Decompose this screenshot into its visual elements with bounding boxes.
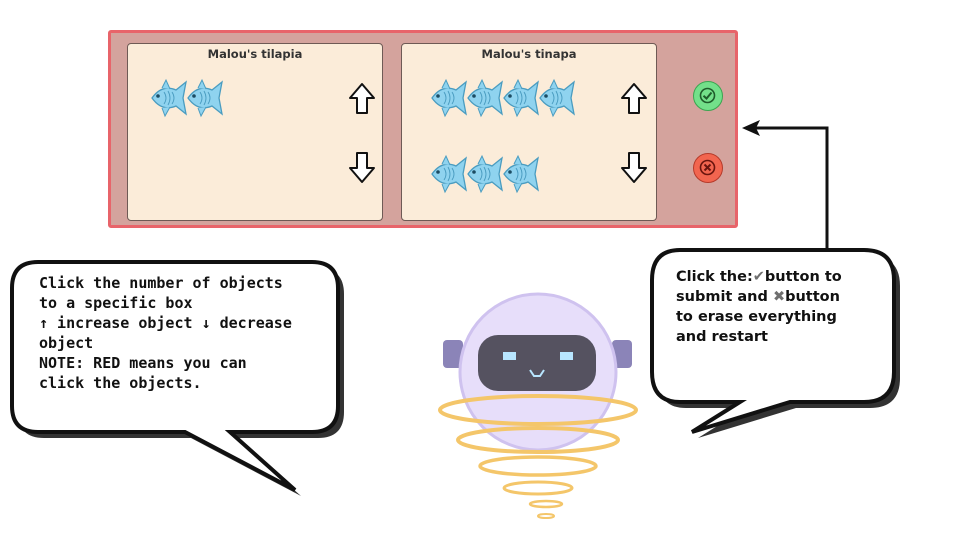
decrease-arrow-button[interactable] [620, 150, 648, 184]
box-tilapia[interactable]: Malou's tilapia [127, 43, 383, 221]
instruction-line: submit and ✖button [676, 287, 886, 307]
instruction-text: Click the: [676, 269, 753, 285]
instruction-text: button [785, 289, 840, 305]
game-panel: Malou's tilapia Malou's tinapa [108, 30, 738, 228]
instruction-line: to a specific box [39, 294, 193, 312]
fish-object[interactable] [464, 76, 504, 120]
submit-button[interactable] [693, 81, 723, 111]
box-title: Malou's tinapa [481, 47, 577, 61]
right-instructions: Click the:✔button to submit and ✖ button … [676, 267, 886, 347]
fish-object[interactable] [500, 152, 540, 196]
left-instructions: Click the number of objects to a specifi… [39, 273, 329, 393]
reset-button[interactable] [693, 153, 723, 183]
fish-object[interactable] [428, 76, 468, 120]
robot-mascot [438, 292, 638, 519]
increase-arrow-button[interactable] [348, 82, 376, 116]
down-arrow-icon [621, 152, 647, 183]
instruction-text: button to [764, 269, 842, 285]
box-title: Malou's tilapia [207, 47, 303, 61]
instruction-text: submit and [676, 289, 773, 305]
cross-icon [699, 159, 716, 176]
instruction-line: to erase everything [676, 309, 837, 325]
fish-object[interactable] [148, 76, 188, 120]
decrease-arrow-button[interactable] [348, 150, 376, 184]
instruction-line: Click the number of objects [39, 274, 283, 292]
fish-object[interactable] [536, 76, 576, 120]
connector-line [756, 126, 829, 248]
right-speech-bubble [650, 248, 896, 434]
fish-object[interactable] [184, 76, 224, 120]
box-tinapa[interactable]: Malou's tinapa [401, 43, 657, 221]
instruction-line: object [39, 334, 94, 352]
check-glyph-icon: ✔ [752, 269, 765, 285]
instruction-line: click the objects. [39, 374, 202, 392]
up-arrow-icon [349, 83, 375, 114]
instruction-line: Click the:✔button to [676, 267, 886, 287]
fish-object[interactable] [464, 152, 504, 196]
up-arrow-icon [621, 83, 647, 114]
check-icon [699, 87, 716, 104]
instruction-line: and restart [676, 329, 768, 345]
connector-arrowhead [742, 120, 760, 136]
instruction-line: NOTE: RED means you can [39, 354, 247, 372]
fish-object[interactable] [500, 76, 540, 120]
fish-object[interactable] [428, 152, 468, 196]
cross-glyph-icon: ✖ [772, 289, 786, 305]
increase-arrow-button[interactable] [620, 82, 648, 116]
instruction-line: ↑ increase object ↓ decrease [39, 314, 292, 332]
down-arrow-icon [349, 152, 375, 183]
left-speech-bubble [10, 260, 340, 492]
